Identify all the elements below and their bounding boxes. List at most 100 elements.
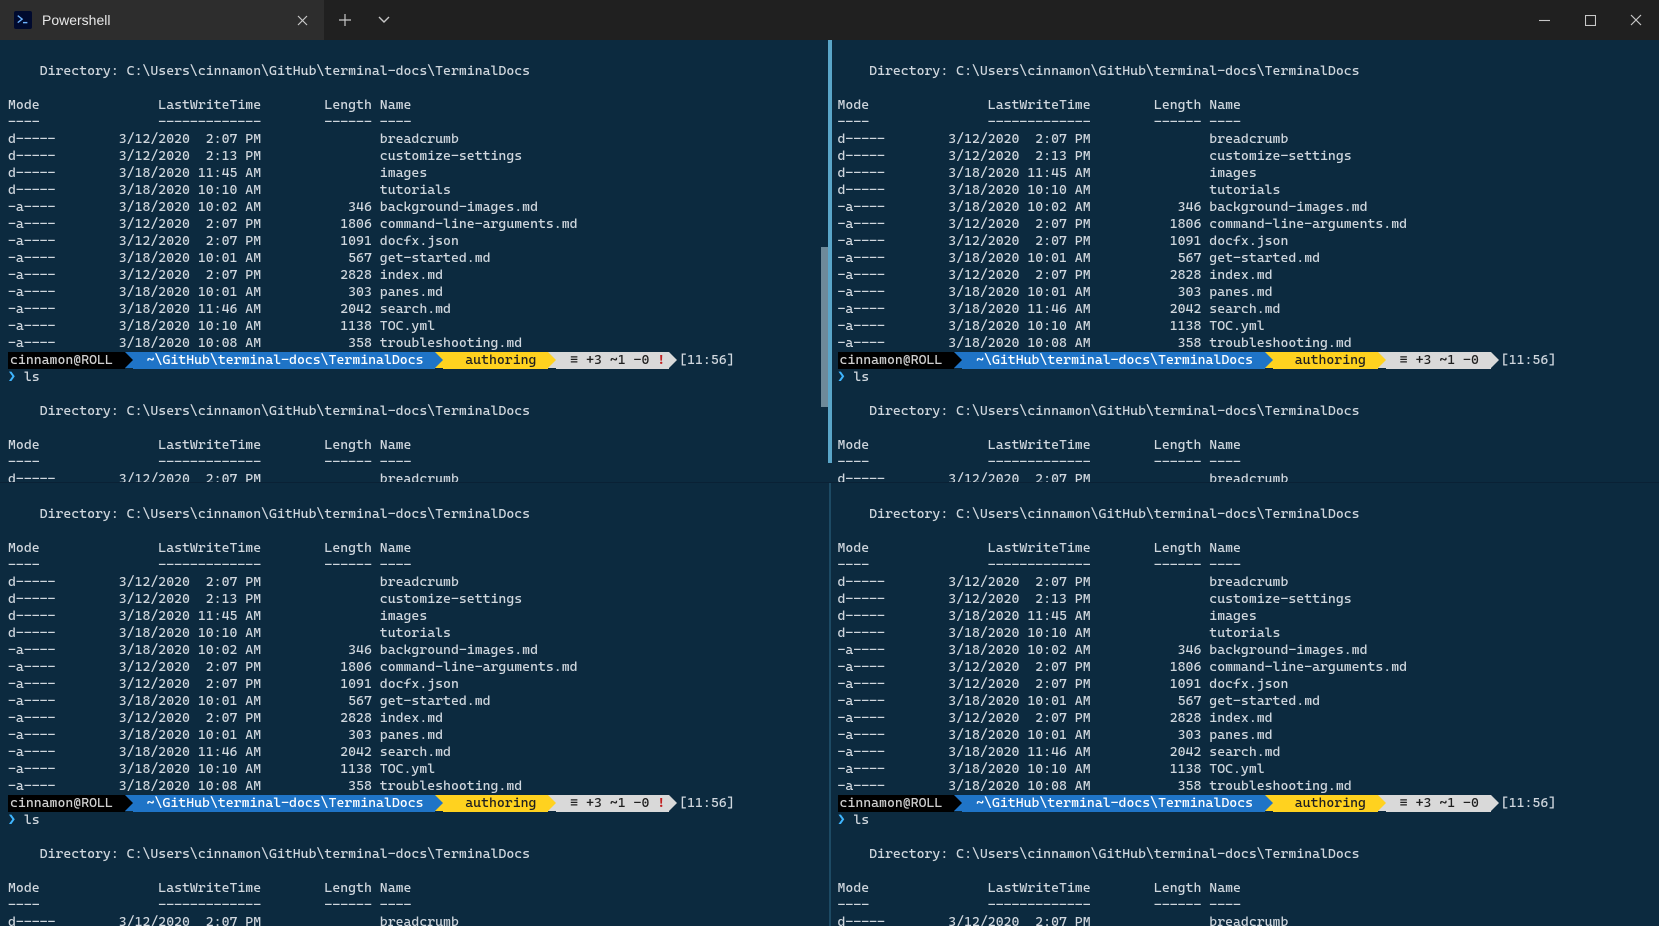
listing-row: -a---- 3/18/2020 10:10 AM 1138 TOC.yml xyxy=(838,761,1652,778)
horizontal-splitter[interactable] xyxy=(0,482,1659,483)
listing-row: -a---- 3/18/2020 10:01 AM 303 panes.md xyxy=(838,284,1652,301)
prompt-clock: [11:56] xyxy=(1499,795,1556,812)
listing-row: -a---- 3/12/2020 2:07 PM 1806 command-li… xyxy=(8,659,822,676)
listing-row: -a---- 3/18/2020 10:01 AM 303 panes.md xyxy=(8,284,822,301)
listing-row: -a---- 3/18/2020 10:01 AM 303 panes.md xyxy=(8,727,822,744)
listing-row: d----- 3/18/2020 11:45 AM images xyxy=(838,165,1652,182)
command-line: ❯ ls xyxy=(838,369,1652,386)
listing-header: Mode LastWriteTime Length Name xyxy=(838,97,1652,114)
ls-output: Directory: C:\Users\cinnamon\GitHub\term… xyxy=(838,386,1652,483)
prompt-seg-path: ~\GitHub\terminal-docs\TerminalDocs xyxy=(962,352,1265,369)
listing-row: d----- 3/12/2020 2:07 PM breadcrumb xyxy=(838,914,1652,926)
listing-separator: ---- ------------- ------ ---- xyxy=(8,454,822,471)
directory-line: Directory: C:\Users\cinnamon\GitHub\term… xyxy=(838,63,1652,80)
vertical-splitter-lower[interactable] xyxy=(829,483,831,926)
close-window-button[interactable] xyxy=(1613,0,1659,40)
listing-row: -a---- 3/18/2020 10:10 AM 1138 TOC.yml xyxy=(8,318,822,335)
prompt-seg-branch: authoring xyxy=(443,352,548,369)
listing-separator: ---- ------------- ------ ---- xyxy=(838,557,1652,574)
listing-row: -a---- 3/18/2020 10:01 AM 567 get-starte… xyxy=(8,693,822,710)
prompt-seg-status: ≡ +3 ~1 -0 xyxy=(1386,352,1491,369)
listing-row: -a---- 3/12/2020 2:07 PM 2828 index.md xyxy=(838,710,1652,727)
prompt-seg-branch: authoring xyxy=(443,795,548,812)
listing-row: -a---- 3/18/2020 10:02 AM 346 background… xyxy=(8,199,822,216)
listing-header: Mode LastWriteTime Length Name xyxy=(8,437,822,454)
prompt-seg-status: ≡ +3 ~1 -0 xyxy=(1386,795,1491,812)
terminal-pane-top-right[interactable]: Directory: C:\Users\cinnamon\GitHub\term… xyxy=(830,40,1659,483)
listing-row: d----- 3/18/2020 10:10 AM tutorials xyxy=(8,625,822,642)
directory-line: Directory: C:\Users\cinnamon\GitHub\term… xyxy=(8,506,822,523)
listing-row: -a---- 3/12/2020 2:07 PM 1091 docfx.json xyxy=(8,233,822,250)
prompt-seg-user: cinnamon@ROLL xyxy=(838,795,955,812)
ls-output: Directory: C:\Users\cinnamon\GitHub\term… xyxy=(838,489,1652,795)
prompt-seg-user: cinnamon@ROLL xyxy=(8,352,125,369)
listing-row: -a---- 3/12/2020 2:07 PM 1806 command-li… xyxy=(838,659,1652,676)
listing-separator: ---- ------------- ------ ---- xyxy=(838,897,1652,914)
powershell-icon xyxy=(14,11,32,29)
listing-row: d----- 3/12/2020 2:13 PM customize-setti… xyxy=(8,148,822,165)
tab-title: Powershell xyxy=(42,12,280,28)
prompt-clock: [11:56] xyxy=(677,352,734,369)
listing-row: -a---- 3/18/2020 11:46 AM 2042 search.md xyxy=(8,301,822,318)
prompt-seg-path: ~\GitHub\terminal-docs\TerminalDocs xyxy=(962,795,1265,812)
listing-row: d----- 3/12/2020 2:13 PM customize-setti… xyxy=(838,148,1652,165)
listing-row: -a---- 3/18/2020 10:01 AM 567 get-starte… xyxy=(838,693,1652,710)
listing-row: d----- 3/12/2020 2:07 PM breadcrumb xyxy=(8,574,822,591)
maximize-button[interactable] xyxy=(1567,0,1613,40)
prompt-seg-branch: authoring xyxy=(1273,352,1378,369)
listing-header: Mode LastWriteTime Length Name xyxy=(8,97,822,114)
command-line: ❯ ls xyxy=(8,369,822,386)
listing-row: -a---- 3/12/2020 2:07 PM 1806 command-li… xyxy=(838,216,1652,233)
listing-row: d----- 3/12/2020 2:13 PM customize-setti… xyxy=(8,591,822,608)
listing-row: -a---- 3/18/2020 10:02 AM 346 background… xyxy=(838,642,1652,659)
listing-row: -a---- 3/18/2020 10:08 AM 358 troublesho… xyxy=(838,335,1652,352)
listing-row: d----- 3/12/2020 2:07 PM breadcrumb xyxy=(838,131,1652,148)
listing-row: d----- 3/18/2020 10:10 AM tutorials xyxy=(8,182,822,199)
tab-close-button[interactable] xyxy=(290,8,314,32)
listing-header: Mode LastWriteTime Length Name xyxy=(838,437,1652,454)
prompt-seg-status: ≡ +3 ~1 -0 ! xyxy=(556,795,669,812)
new-tab-button[interactable] xyxy=(324,0,366,40)
ls-output: Directory: C:\Users\cinnamon\GitHub\term… xyxy=(8,489,822,795)
listing-row: -a---- 3/18/2020 11:46 AM 2042 search.md xyxy=(838,301,1652,318)
listing-header: Mode LastWriteTime Length Name xyxy=(838,880,1652,897)
listing-row: -a---- 3/18/2020 10:08 AM 358 troublesho… xyxy=(8,778,822,795)
listing-row: -a---- 3/12/2020 2:07 PM 1091 docfx.json xyxy=(838,676,1652,693)
listing-row: d----- 3/18/2020 10:10 AM tutorials xyxy=(838,625,1652,642)
terminal-pane-top-left[interactable]: Directory: C:\Users\cinnamon\GitHub\term… xyxy=(0,40,830,483)
terminal-pane-bottom-right[interactable]: Directory: C:\Users\cinnamon\GitHub\term… xyxy=(830,483,1659,926)
prompt-clock: [11:56] xyxy=(677,795,734,812)
prompt-line: cinnamon@ROLL ~\GitHub\terminal-docs\Ter… xyxy=(8,352,822,369)
listing-row: d----- 3/18/2020 11:45 AM images xyxy=(8,608,822,625)
listing-row: -a---- 3/12/2020 2:07 PM 1091 docfx.json xyxy=(838,233,1652,250)
prompt-seg-user: cinnamon@ROLL xyxy=(8,795,125,812)
prompt-seg-branch: authoring xyxy=(1273,795,1378,812)
directory-line: Directory: C:\Users\cinnamon\GitHub\term… xyxy=(8,846,822,863)
tab-powershell[interactable]: Powershell xyxy=(0,0,324,40)
listing-row: -a---- 3/18/2020 11:46 AM 2042 search.md xyxy=(838,744,1652,761)
listing-row: -a---- 3/12/2020 2:07 PM 2828 index.md xyxy=(838,267,1652,284)
terminal-pane-bottom-left[interactable]: Directory: C:\Users\cinnamon\GitHub\term… xyxy=(0,483,830,926)
listing-row: d----- 3/18/2020 11:45 AM images xyxy=(838,608,1652,625)
listing-separator: ---- ------------- ------ ---- xyxy=(8,114,822,131)
tab-dropdown-button[interactable] xyxy=(366,0,402,40)
listing-row: -a---- 3/12/2020 2:07 PM 2828 index.md xyxy=(8,710,822,727)
listing-row: -a---- 3/18/2020 10:10 AM 1138 TOC.yml xyxy=(838,318,1652,335)
directory-line: Directory: C:\Users\cinnamon\GitHub\term… xyxy=(838,403,1652,420)
listing-row: d----- 3/18/2020 11:45 AM images xyxy=(8,165,822,182)
directory-line: Directory: C:\Users\cinnamon\GitHub\term… xyxy=(8,63,822,80)
listing-header: Mode LastWriteTime Length Name xyxy=(8,540,822,557)
listing-row: -a---- 3/18/2020 10:01 AM 567 get-starte… xyxy=(838,250,1652,267)
vertical-splitter[interactable] xyxy=(828,40,832,463)
directory-line: Directory: C:\Users\cinnamon\GitHub\term… xyxy=(8,403,822,420)
listing-row: -a---- 3/12/2020 2:07 PM 1806 command-li… xyxy=(8,216,822,233)
command-line: ❯ ls xyxy=(8,812,822,829)
titlebar-drag-area[interactable] xyxy=(402,0,1521,40)
prompt-line: cinnamon@ROLL ~\GitHub\terminal-docs\Ter… xyxy=(8,795,822,812)
minimize-button[interactable] xyxy=(1521,0,1567,40)
command-line: ❯ ls xyxy=(838,812,1652,829)
listing-separator: ---- ------------- ------ ---- xyxy=(8,897,822,914)
listing-row: -a---- 3/18/2020 10:10 AM 1138 TOC.yml xyxy=(8,761,822,778)
prompt-seg-user: cinnamon@ROLL xyxy=(838,352,955,369)
listing-row: d----- 3/12/2020 2:07 PM breadcrumb xyxy=(8,131,822,148)
